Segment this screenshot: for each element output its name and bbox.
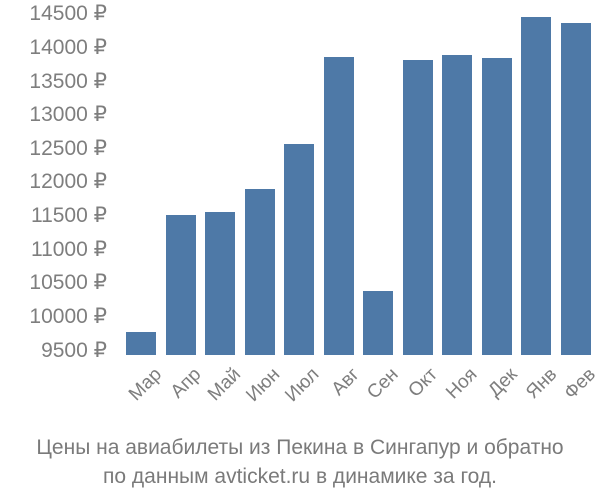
y-axis-tick-label: 12000 ₽	[29, 170, 107, 194]
bar-сен	[363, 290, 393, 355]
y-axis-tick-label: 13000 ₽	[29, 103, 107, 127]
x-axis-label: Дек	[484, 364, 522, 402]
plot-area: 14500 ₽ 14000 ₽ 13500 ₽ 13000 ₽ 12500 ₽ 12000…	[29, 2, 600, 407]
bar-дек	[481, 57, 512, 355]
y-axis-tick-label: 13500 ₽	[29, 69, 107, 93]
x-axis-label: Мар	[124, 364, 166, 406]
bar-апр	[165, 215, 196, 355]
x-axis-label: Окт	[404, 364, 443, 402]
bar-май	[205, 212, 235, 355]
y-axis-tick-label: 11000 ₽	[30, 237, 107, 261]
x-axis-label: Июл	[281, 364, 324, 407]
bar-ноя	[442, 55, 472, 355]
bar-июл	[284, 144, 314, 355]
y-axis-tick-label: 9500 ₽	[41, 338, 107, 362]
bar-янв	[521, 16, 551, 355]
bar-июн	[244, 189, 275, 355]
y-axis-tick-label: 12500 ₽	[29, 136, 107, 160]
x-axis-label: Ноя	[442, 364, 482, 404]
bar-фев	[560, 22, 591, 355]
x-axis-label: Фев	[560, 364, 600, 404]
y-axis-tick-label: 14000 ₽	[29, 35, 107, 59]
x-axis-label: Июн	[242, 364, 285, 407]
bar-авг	[323, 56, 354, 355]
chart-caption: Цены на авиабилеты из Пекина в Сингапур …	[0, 433, 600, 491]
caption-line-1: Цены на авиабилеты из Пекина в Сингапур …	[36, 436, 564, 459]
bar-окт	[402, 59, 433, 355]
x-axis-label: Май	[203, 364, 245, 406]
x-axis-label: Янв	[521, 364, 561, 404]
bar-мар	[126, 331, 156, 355]
x-axis-label: Сен	[363, 364, 403, 404]
caption-line-2: по данным avticket.ru в динамике за год.	[103, 465, 497, 488]
y-axis-tick-label: 11500 ₽	[30, 204, 107, 228]
y-axis-tick-label: 10500 ₽	[29, 271, 107, 295]
x-axis-label: Авг	[327, 364, 364, 400]
x-axis-label: Апр	[166, 364, 206, 403]
y-axis-tick-label: 14500 ₽	[29, 2, 107, 26]
y-axis-tick-label: 10000 ₽	[29, 305, 107, 329]
